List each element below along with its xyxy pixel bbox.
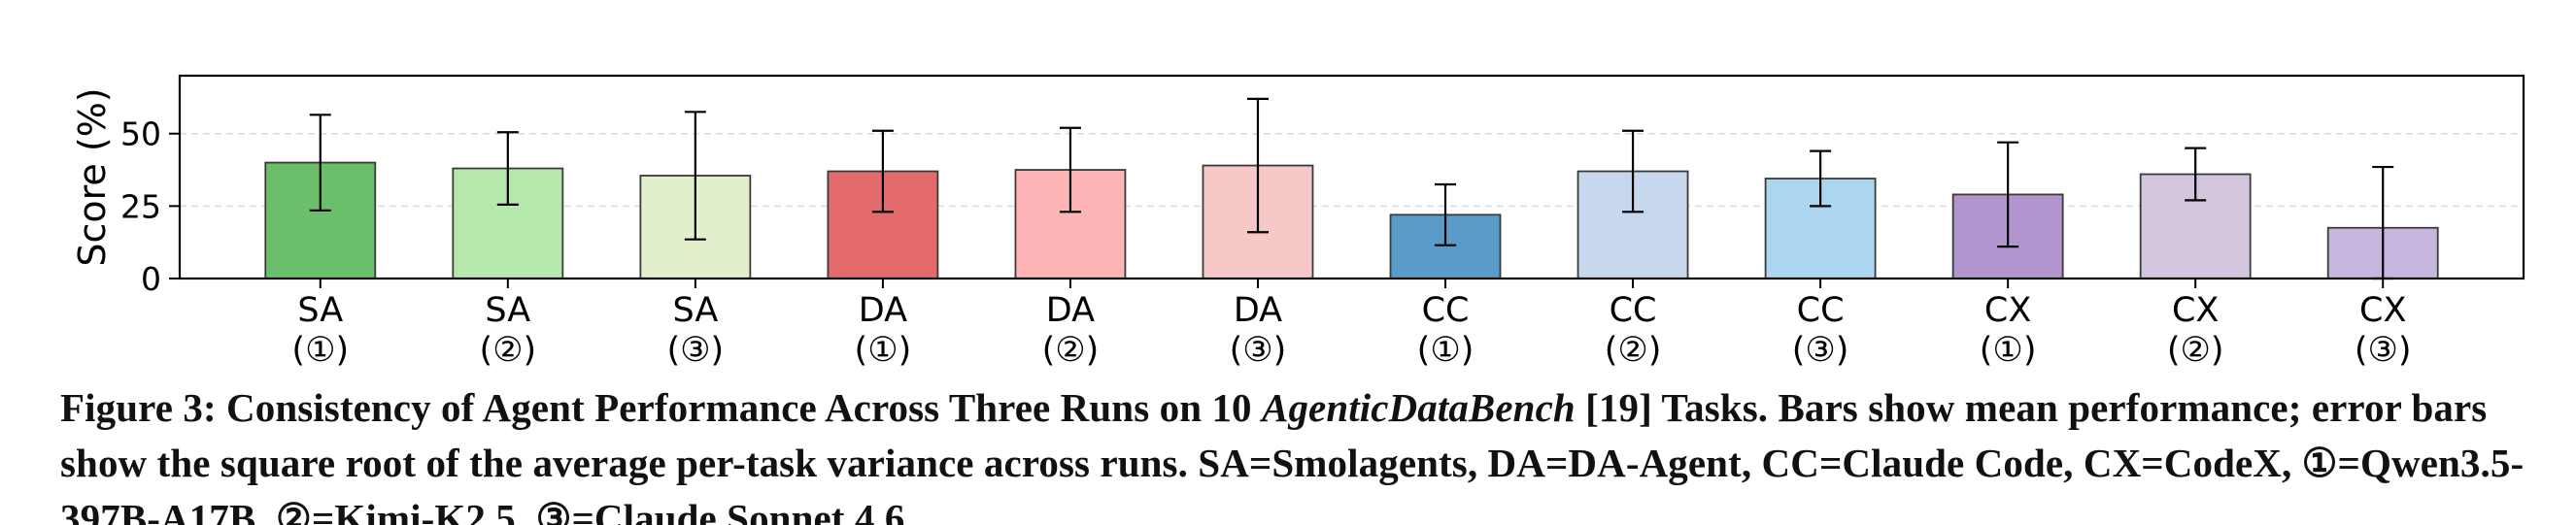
y-tick-label: 50 bbox=[120, 115, 161, 153]
y-axis-ticks: 0 25 50 bbox=[120, 115, 180, 298]
x-tick-label-agent: DA bbox=[1046, 291, 1095, 330]
y-axis-label: Score (%) bbox=[71, 87, 114, 266]
x-tick-label-agent: DA bbox=[859, 291, 907, 330]
x-tick-label-agent: DA bbox=[1234, 291, 1282, 330]
x-tick-label-model: (①) bbox=[1417, 331, 1474, 370]
x-tick-label-agent: SA bbox=[297, 291, 343, 330]
x-tick-label-agent: CC bbox=[1422, 291, 1470, 330]
y-tick-label: 0 bbox=[141, 260, 161, 298]
x-tick-label-agent: CC bbox=[1610, 291, 1657, 330]
caption-benchmark-name: AgenticDataBench bbox=[1262, 385, 1576, 430]
bars bbox=[264, 161, 2439, 279]
y-tick-label: 25 bbox=[120, 187, 161, 225]
x-tick-label-model: (②) bbox=[1042, 331, 1100, 370]
x-tick-label-model: (①) bbox=[291, 331, 349, 370]
x-tick-label-agent: CX bbox=[1984, 291, 2031, 330]
x-tick-label-model: (②) bbox=[1605, 331, 1662, 370]
plot-frame bbox=[178, 74, 2525, 280]
figure-caption: Figure 3: Consistency of Agent Performan… bbox=[60, 380, 2527, 525]
gridlines bbox=[180, 132, 2524, 208]
x-tick-label-model: (①) bbox=[855, 331, 912, 370]
x-tick-label-agent: SA bbox=[672, 291, 718, 330]
x-tick-label-agent: CX bbox=[2172, 291, 2219, 330]
x-tick-label-model: (③) bbox=[1792, 331, 1849, 370]
x-tick-label-model: (①) bbox=[1980, 331, 2037, 370]
x-tick-label-agent: SA bbox=[485, 291, 530, 330]
error-bars bbox=[309, 97, 2394, 280]
x-tick-label-model: (③) bbox=[667, 331, 725, 370]
x-tick-label-model: (③) bbox=[2355, 331, 2412, 370]
caption-suffix: [19] Tasks. Bars show mean performance; … bbox=[60, 385, 2525, 525]
x-tick-label-agent: CX bbox=[2359, 291, 2406, 330]
x-tick-label-model: (②) bbox=[479, 331, 536, 370]
x-axis-ticks: SA(①)SA(②)SA(③)DA(①)DA(②)DA(③)CC(①)CC(②)… bbox=[291, 279, 2412, 370]
x-tick-label-model: (②) bbox=[2167, 331, 2224, 370]
caption-prefix: Figure 3: Consistency of Agent Performan… bbox=[60, 385, 1262, 430]
x-tick-label-agent: CC bbox=[1797, 291, 1845, 330]
x-tick-label-model: (③) bbox=[1230, 331, 1287, 370]
